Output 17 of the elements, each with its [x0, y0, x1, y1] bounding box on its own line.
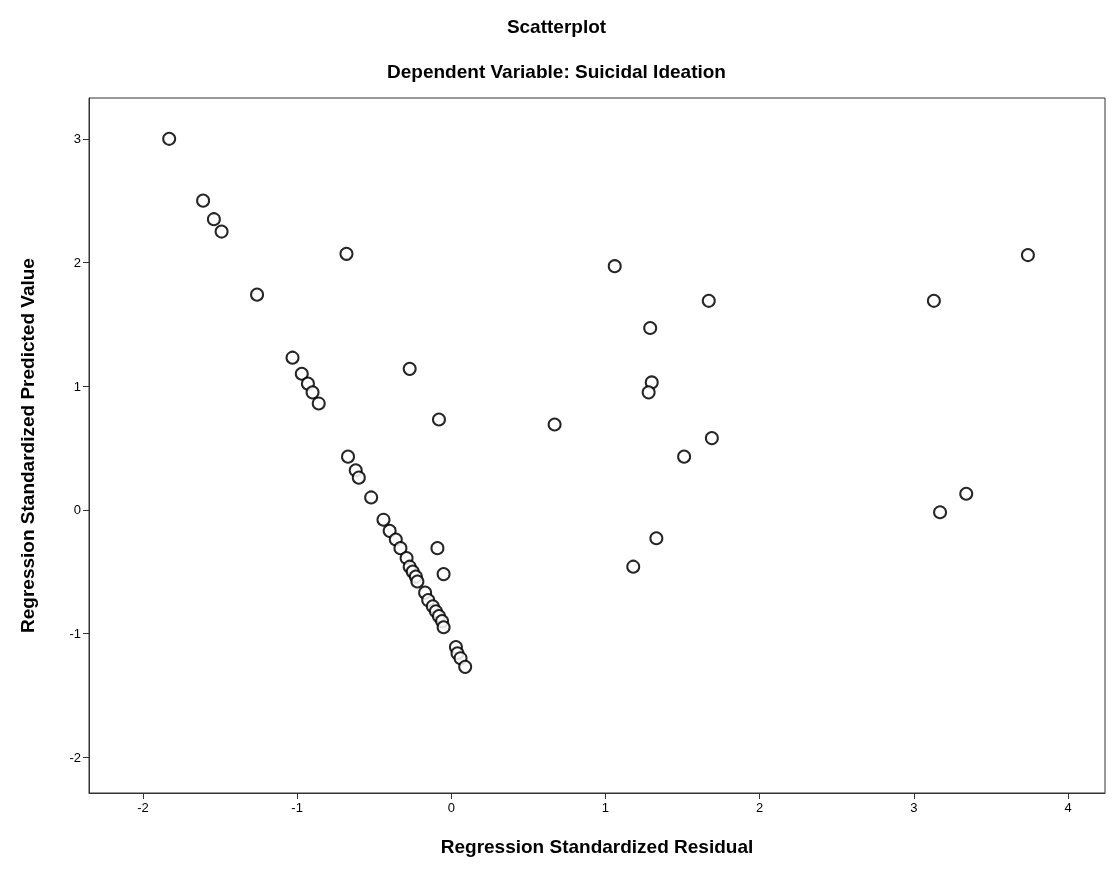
- chart-title: Scatterplot: [506, 16, 607, 37]
- y-tick-label: 1: [73, 378, 81, 394]
- y-tick-label: 0: [73, 502, 81, 518]
- y-tick-label: -1: [69, 625, 81, 641]
- x-tick-label: -2: [137, 800, 149, 815]
- x-tick-label: -1: [291, 800, 303, 815]
- x-tick-label: 0: [447, 800, 455, 815]
- y-axis-title: Regression Standardized Predicted Value: [17, 258, 38, 633]
- y-tick-label: 2: [73, 254, 81, 270]
- x-axis-title: Regression Standardized Residual: [440, 836, 754, 857]
- y-tick-label: 3: [73, 131, 81, 147]
- x-tick-label: 1: [601, 800, 610, 815]
- x-tick-label: 3: [910, 800, 918, 815]
- chart-subtitle: Dependent Variable: Suicidal Ideation: [387, 61, 726, 82]
- x-tick-label: 2: [756, 800, 764, 815]
- y-tick-label: -2: [69, 749, 81, 765]
- x-tick-label: 4: [1064, 800, 1072, 815]
